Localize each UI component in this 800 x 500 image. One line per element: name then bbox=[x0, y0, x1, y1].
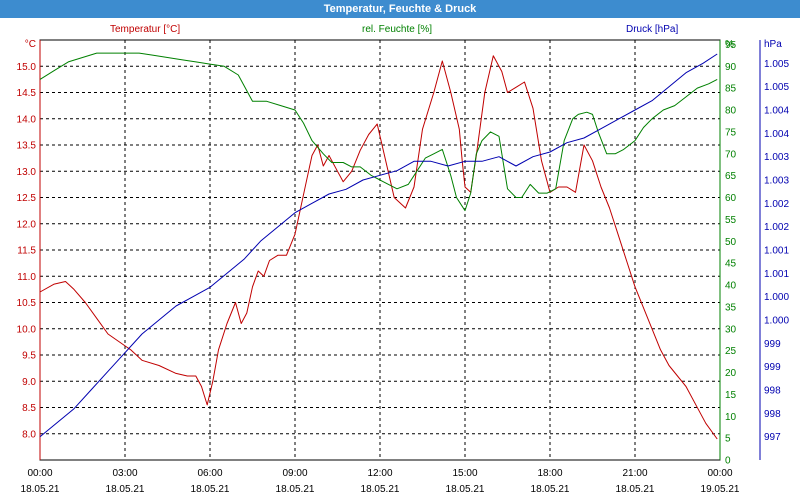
pressure-tick-label: 1.001 bbox=[764, 246, 789, 257]
temperature-tick-label: 14.0 bbox=[17, 114, 37, 125]
temperature-tick-label: 10.0 bbox=[17, 324, 37, 335]
humidity-series-label: rel. Feuchte [%] bbox=[362, 24, 433, 35]
temperature-tick-label: 8.5 bbox=[22, 403, 36, 414]
humidity-tick-label: 5 bbox=[725, 434, 731, 445]
x-tick-time-label: 21:00 bbox=[622, 468, 647, 479]
temperature-tick-label: 11.0 bbox=[17, 272, 36, 283]
pressure-tick-label: 997 bbox=[764, 432, 781, 443]
humidity-tick-label: 70 bbox=[725, 149, 737, 160]
humidity-tick-label: 95 bbox=[725, 40, 737, 51]
x-tick-time-label: 03:00 bbox=[112, 468, 137, 479]
humidity-tick-label: 15 bbox=[725, 390, 737, 401]
pressure-tick-label: 1.002 bbox=[764, 222, 789, 233]
pressure-tick-label: 999 bbox=[764, 362, 781, 373]
x-tick-time-label: 09:00 bbox=[282, 468, 307, 479]
pressure-tick-label: 1.002 bbox=[764, 199, 789, 210]
temperature-tick-label: 10.5 bbox=[17, 298, 37, 309]
humidity-tick-label: 35 bbox=[725, 302, 737, 313]
pressure-tick-label: 999 bbox=[764, 339, 781, 350]
temperature-tick-label: 12.5 bbox=[17, 193, 37, 204]
x-tick-time-label: 15:00 bbox=[452, 468, 477, 479]
x-tick-time-label: 06:00 bbox=[197, 468, 222, 479]
humidity-tick-label: 55 bbox=[725, 215, 737, 226]
tick-labels: 8.0 8.5 9.0 9.5 10.0 10.5 11.0 11.5 12.0 12.5 13.0… bbox=[17, 39, 790, 495]
temperature-tick-label: 9.0 bbox=[22, 377, 36, 388]
pressure-unit-label: hPa bbox=[764, 39, 782, 50]
pressure-tick-label: 1.000 bbox=[764, 292, 789, 303]
temperature-tick-label: 12.0 bbox=[17, 219, 37, 230]
x-tick-date-label: 18.05.21 bbox=[106, 484, 145, 495]
temperature-tick-label: 15.0 bbox=[17, 62, 37, 73]
pressure-tick-label: 1.003 bbox=[764, 176, 789, 187]
humidity-tick-label: 80 bbox=[725, 106, 737, 117]
x-tick-date-label: 18.05.21 bbox=[191, 484, 230, 495]
humidity-tick-label: 40 bbox=[725, 281, 737, 292]
pressure-series-label: Druck [hPa] bbox=[626, 24, 679, 35]
temperature-tick-label: 14.5 bbox=[17, 88, 37, 99]
temperature-tick-label: 8.0 bbox=[22, 429, 36, 440]
temperature-tick-label: 13.0 bbox=[17, 167, 37, 178]
humidity-tick-label: 90 bbox=[725, 62, 737, 73]
pressure-line bbox=[39, 53, 718, 438]
x-tick-date-label: 18.05.21 bbox=[446, 484, 485, 495]
temperature-tick-label: 9.5 bbox=[22, 351, 36, 362]
humidity-tick-label: 0 bbox=[725, 456, 731, 467]
humidity-tick-label: 10 bbox=[725, 412, 737, 423]
pressure-tick-label: 1.004 bbox=[764, 106, 789, 117]
x-tick-time-label: 00:00 bbox=[707, 468, 732, 479]
humidity-tick-label: 65 bbox=[725, 171, 737, 182]
x-tick-date-label: 19.05.21 bbox=[701, 484, 740, 495]
pressure-tick-label: 998 bbox=[764, 386, 781, 397]
temperature-line bbox=[39, 55, 718, 440]
pressure-tick-label: 1.005 bbox=[764, 82, 789, 93]
humidity-tick-label: 25 bbox=[725, 346, 737, 357]
x-tick-date-label: 18.05.21 bbox=[21, 484, 60, 495]
temperature-series-label: Temperatur [°C] bbox=[110, 24, 181, 35]
x-tick-date-label: 18.05.21 bbox=[616, 484, 655, 495]
humidity-tick-label: 20 bbox=[725, 368, 737, 379]
pressure-tick-label: 1.003 bbox=[764, 152, 789, 163]
temperature-unit-label: °C bbox=[25, 39, 36, 50]
pressure-tick-label: 998 bbox=[764, 409, 781, 420]
axes bbox=[39, 40, 761, 460]
x-tick-time-label: 00:00 bbox=[27, 468, 52, 479]
x-tick-time-label: 12:00 bbox=[367, 468, 392, 479]
temperature-tick-label: 13.5 bbox=[17, 141, 37, 152]
x-tick-date-label: 18.05.21 bbox=[276, 484, 315, 495]
humidity-tick-label: 60 bbox=[725, 193, 737, 204]
x-tick-date-label: 18.05.21 bbox=[361, 484, 400, 495]
pressure-tick-label: 1.000 bbox=[764, 316, 789, 327]
humidity-line bbox=[39, 52, 718, 212]
grid-lines bbox=[40, 40, 720, 460]
temperature-tick-label: 11.5 bbox=[17, 246, 36, 257]
pressure-tick-label: 1.001 bbox=[764, 269, 789, 280]
pressure-tick-label: 1.005 bbox=[764, 59, 789, 70]
humidity-unit-label: % bbox=[725, 39, 734, 50]
series-lines bbox=[39, 52, 718, 440]
x-tick-time-label: 18:00 bbox=[537, 468, 562, 479]
chart-title: Temperatur, Feuchte & Druck bbox=[0, 0, 800, 18]
humidity-tick-label: 30 bbox=[725, 324, 737, 335]
pressure-tick-label: 1.004 bbox=[764, 129, 789, 140]
humidity-tick-label: 50 bbox=[725, 237, 737, 248]
humidity-tick-label: 45 bbox=[725, 259, 737, 270]
humidity-tick-label: 85 bbox=[725, 84, 737, 95]
humidity-tick-label: 75 bbox=[725, 127, 737, 138]
x-tick-date-label: 18.05.21 bbox=[531, 484, 570, 495]
